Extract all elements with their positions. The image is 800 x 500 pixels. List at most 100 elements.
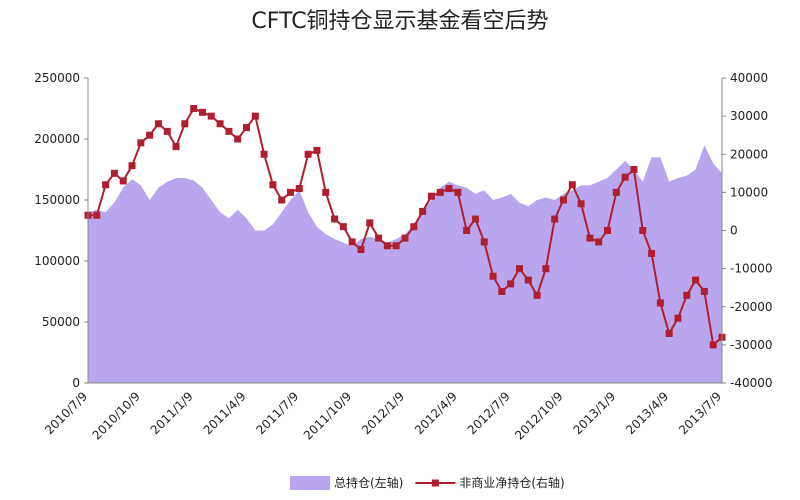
marker xyxy=(445,185,453,193)
legend-label: 非商业净持仓(右轴) xyxy=(459,475,564,490)
marker xyxy=(322,188,330,196)
marker xyxy=(621,173,629,181)
marker xyxy=(146,131,154,139)
marker xyxy=(181,120,189,128)
marker xyxy=(260,150,268,158)
marker xyxy=(586,234,594,242)
legend-marker xyxy=(431,479,439,487)
y2-tick-label: 10000 xyxy=(730,185,768,199)
y-tick-label: 250000 xyxy=(34,71,80,85)
marker xyxy=(366,219,374,227)
marker xyxy=(339,223,347,231)
marker xyxy=(648,249,656,257)
y2-tick-label: -30000 xyxy=(730,338,773,352)
y2-tick-label: 30000 xyxy=(730,109,768,123)
marker xyxy=(243,124,250,132)
marker xyxy=(225,127,233,135)
marker xyxy=(137,139,145,147)
y2-tick-label: -10000 xyxy=(730,262,773,276)
marker xyxy=(163,127,171,135)
marker xyxy=(630,166,638,173)
marker xyxy=(471,215,479,223)
y-tick-label: 150000 xyxy=(34,193,80,207)
marker xyxy=(419,207,427,215)
y-tick-label: 200000 xyxy=(34,132,80,146)
x-tick-label: 2011/4/9 xyxy=(201,389,249,437)
x-tick-label: 2011/1/9 xyxy=(148,389,196,437)
x-tick-label: 2010/10/9 xyxy=(90,389,143,442)
marker xyxy=(410,223,418,231)
y2-tick-label: 20000 xyxy=(730,147,768,161)
marker xyxy=(515,265,523,273)
marker xyxy=(154,120,162,128)
marker xyxy=(190,105,198,112)
marker xyxy=(542,265,550,273)
x-tick-label: 2010/7/9 xyxy=(42,389,90,437)
marker xyxy=(524,276,532,284)
marker xyxy=(551,215,559,223)
marker xyxy=(639,227,647,234)
y2-tick-label: -20000 xyxy=(730,300,773,314)
marker xyxy=(93,211,101,219)
marker xyxy=(278,196,286,204)
marker xyxy=(331,215,339,223)
marker xyxy=(595,238,603,246)
marker xyxy=(568,181,576,189)
marker xyxy=(375,234,383,242)
marker xyxy=(480,238,488,246)
marker xyxy=(392,242,400,250)
marker xyxy=(287,188,295,196)
y2-tick-label: 0 xyxy=(730,224,738,238)
y-tick-label: 100000 xyxy=(34,254,80,268)
marker xyxy=(454,188,462,196)
marker xyxy=(198,108,206,116)
marker xyxy=(304,150,312,158)
x-tick-label: 2011/10/9 xyxy=(301,389,354,442)
marker xyxy=(427,192,435,200)
marker xyxy=(172,143,180,151)
marker xyxy=(110,169,118,177)
legend-swatch xyxy=(290,476,330,490)
area xyxy=(88,145,722,383)
y-tick-label: 0 xyxy=(72,376,80,390)
marker xyxy=(683,291,691,299)
marker xyxy=(709,341,717,349)
marker xyxy=(119,177,127,185)
marker xyxy=(383,242,391,250)
x-tick-label: 2013/1/9 xyxy=(570,389,618,437)
marker xyxy=(357,246,365,254)
marker xyxy=(674,314,682,322)
marker xyxy=(533,291,541,299)
y2-tick-label: -40000 xyxy=(730,376,773,390)
x-tick-label: 2013/4/9 xyxy=(623,389,671,437)
marker xyxy=(656,299,664,307)
marker xyxy=(560,196,567,204)
x-tick-label: 2011/7/9 xyxy=(253,389,301,437)
marker xyxy=(313,146,321,154)
marker xyxy=(207,112,215,120)
marker xyxy=(234,135,242,143)
x-tick-label: 2012/4/9 xyxy=(412,389,460,437)
marker xyxy=(604,227,612,234)
marker xyxy=(489,272,497,280)
marker xyxy=(216,120,224,128)
marker xyxy=(612,188,620,196)
x-tick-label: 2013/7/9 xyxy=(676,389,724,437)
marker xyxy=(463,227,471,234)
marker xyxy=(665,329,673,337)
legend-label: 总持仓(左轴) xyxy=(334,475,403,490)
marker xyxy=(700,288,708,295)
marker xyxy=(498,288,506,295)
marker xyxy=(507,280,515,288)
marker xyxy=(251,112,259,120)
marker xyxy=(102,181,110,189)
y-tick-label: 50000 xyxy=(42,315,80,329)
marker xyxy=(401,234,409,242)
marker xyxy=(577,200,585,208)
chart-title: CFTC铜持仓显示基金看空后势 xyxy=(251,9,548,34)
x-tick-label: 2012/7/9 xyxy=(465,389,513,437)
marker xyxy=(269,181,277,189)
marker xyxy=(436,188,444,196)
marker xyxy=(128,162,136,170)
